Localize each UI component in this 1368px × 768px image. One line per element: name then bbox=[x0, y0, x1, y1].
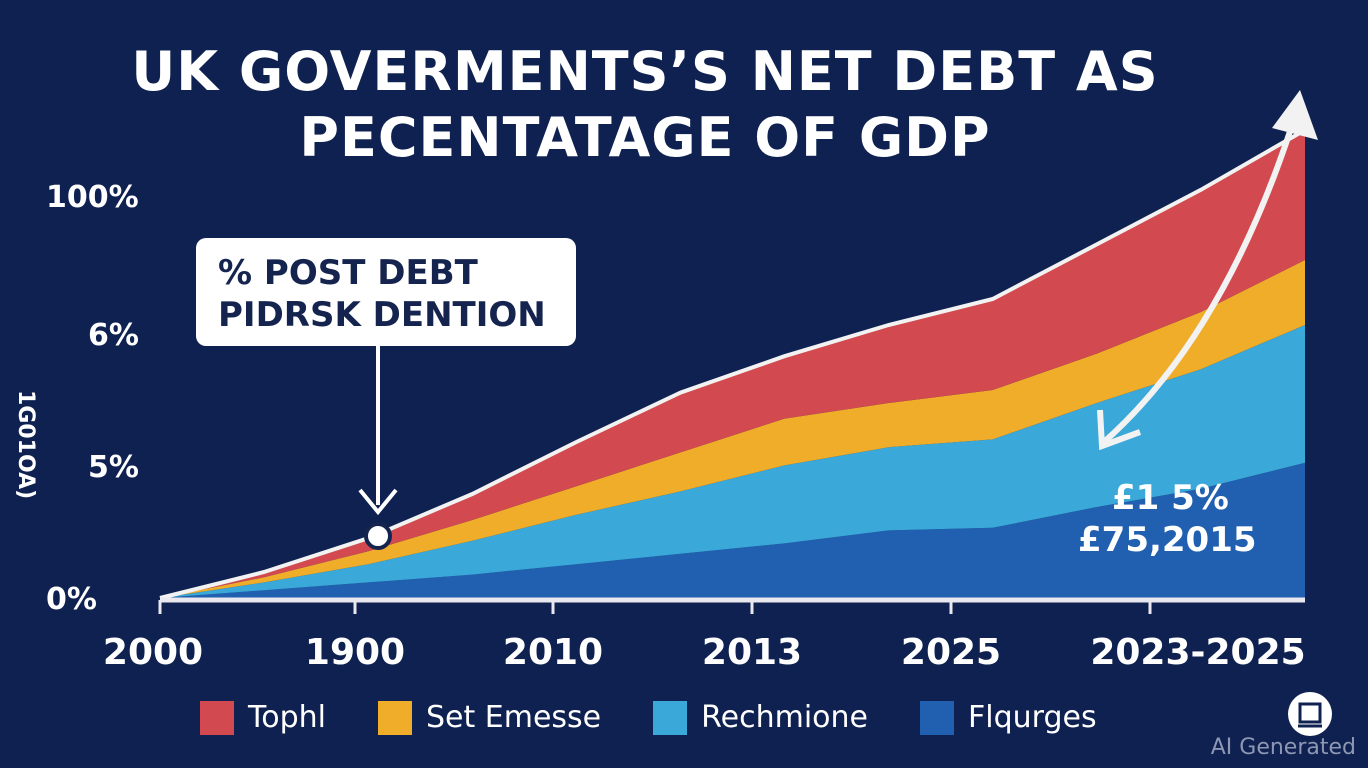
chart-legend: Tophl Set Emesse Rechmione Flqurges bbox=[200, 700, 1149, 735]
x-tick-marks bbox=[158, 600, 1152, 614]
legend-label: Rechmione bbox=[701, 700, 868, 735]
callout-line-2: PIDRSK DENTION bbox=[218, 295, 546, 335]
callout-box: % POST DEBT PIDRSK DENTION bbox=[196, 238, 576, 346]
logo-icon bbox=[1288, 692, 1332, 736]
chart-title-line-2: PECENTATAGE OF GDP bbox=[299, 106, 991, 169]
double-arrow-curve bbox=[1102, 99, 1303, 445]
legend-label: Tophl bbox=[248, 700, 326, 735]
legend-swatch bbox=[920, 700, 954, 735]
y-tick-label: 6% bbox=[88, 318, 139, 353]
legend-swatch bbox=[653, 700, 688, 735]
legend-swatch bbox=[377, 700, 412, 735]
x-tick-label: 1900 bbox=[304, 632, 406, 673]
x-tick-label: 2025 bbox=[900, 632, 1002, 673]
area-series-group bbox=[159, 128, 1306, 600]
legend-label: Flqurges bbox=[968, 700, 1097, 735]
callout-arrowhead-icon bbox=[358, 488, 398, 516]
x-tick-label: 2023-2025 bbox=[1090, 632, 1306, 673]
x-tick-label: 2010 bbox=[502, 632, 604, 673]
chart-title-line-1: UK GOVERMENTS’S NET DEBT AS bbox=[131, 40, 1159, 103]
legend-item: Tophl bbox=[200, 700, 326, 735]
arrow-down-icon bbox=[1097, 409, 1142, 451]
y-tick-label: 0% bbox=[46, 582, 97, 617]
x-tick-label: 2000 bbox=[102, 632, 204, 673]
arrow-up-icon bbox=[1272, 90, 1318, 140]
legend-label: Set Emesse bbox=[425, 700, 602, 735]
legend-swatch bbox=[200, 700, 234, 735]
area-series-rechmione bbox=[160, 325, 1305, 598]
annotation-line-2: £75,2015 bbox=[1078, 520, 1257, 560]
y-tick-label: 5% bbox=[88, 450, 139, 485]
callout-line-1: % POST DEBT bbox=[218, 253, 478, 293]
legend-item: Rechmione bbox=[653, 700, 868, 735]
legend-item: Set Emesse bbox=[377, 700, 602, 735]
area-series-flqurges bbox=[160, 462, 1305, 598]
legend-item: Flqurges bbox=[920, 700, 1097, 735]
y-tick-label: 100% bbox=[46, 180, 139, 215]
x-tick-label: 2013 bbox=[701, 632, 803, 673]
logo-glyph bbox=[1298, 702, 1322, 728]
callout-marker-dot bbox=[364, 522, 392, 550]
ai-generated-watermark: AI Generated bbox=[1210, 735, 1356, 760]
annotation-line-1: £1 5% bbox=[1112, 478, 1229, 518]
area-top-outline bbox=[159, 128, 1306, 600]
